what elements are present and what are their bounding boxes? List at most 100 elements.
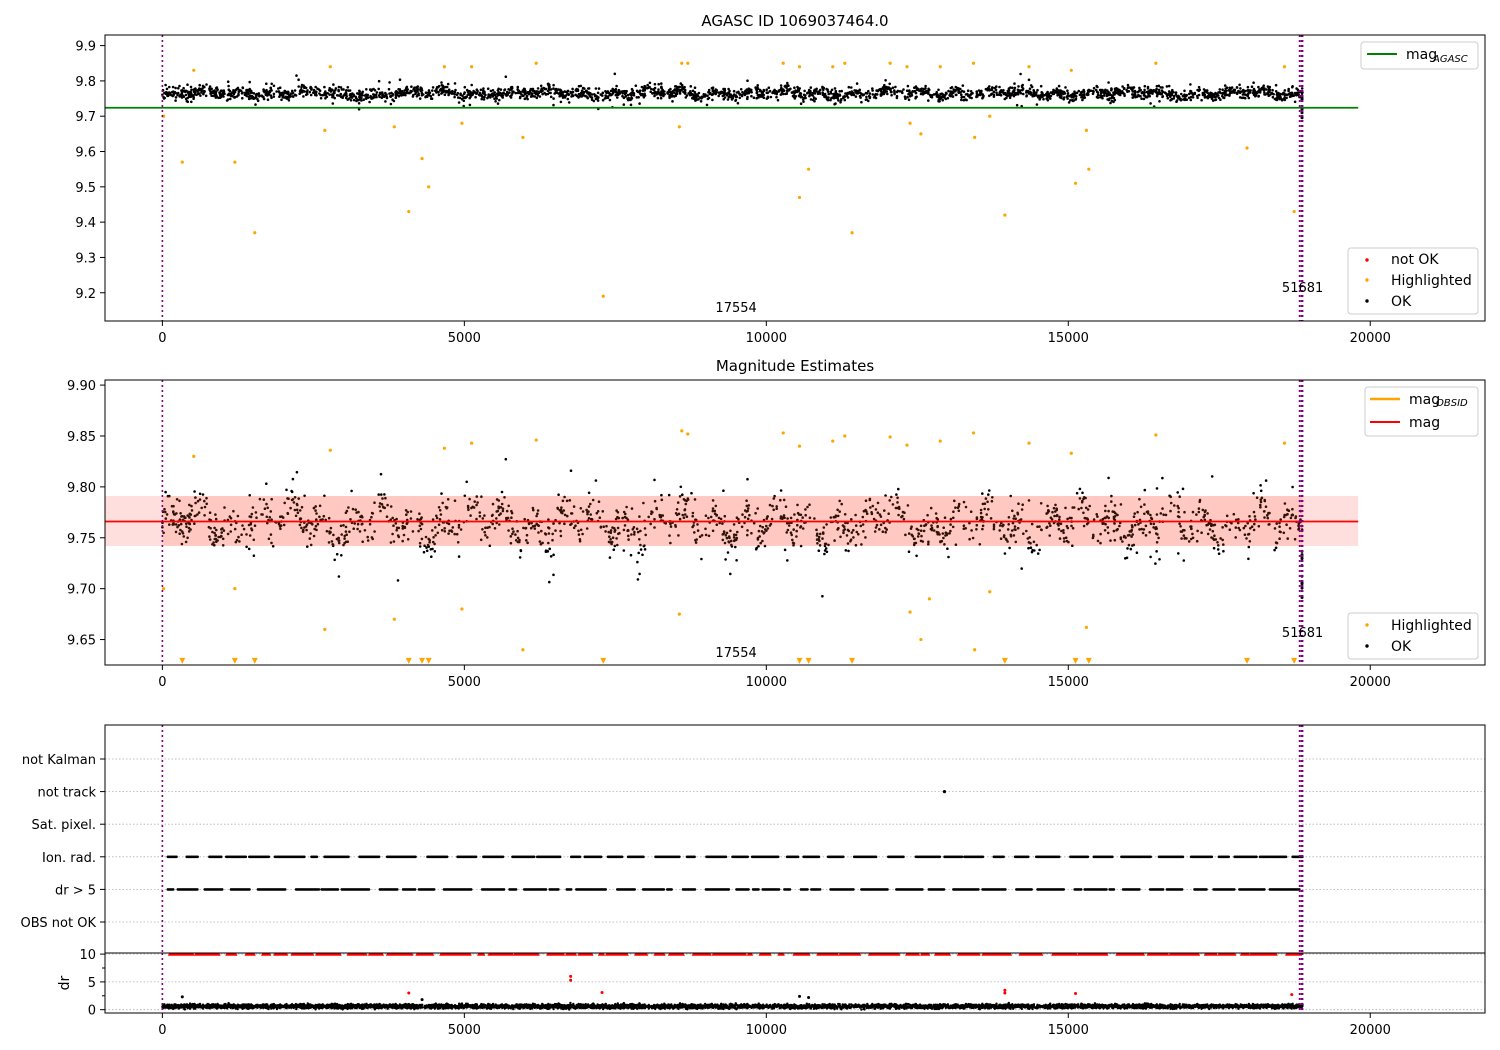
x-tick-label: 10000: [746, 331, 787, 346]
highlighted-point: [253, 231, 257, 235]
estimates-axes-frame: [104, 379, 1486, 666]
dr-outlier-point: [600, 990, 604, 994]
highlighted-point: [938, 65, 942, 69]
y-tick-label: 9.70: [67, 583, 96, 598]
flag-points: [166, 888, 1301, 891]
dr-axes-frame: [104, 952, 1486, 1014]
highlighted-point: [1003, 213, 1007, 217]
agasc-annotations: 17554 51681: [715, 281, 1323, 316]
highlighted-point: [797, 444, 802, 448]
estimates-ticks: 0 5000 10000 15000 20000 9.65 9.70 9.75 9.80 9.85…: [67, 379, 1391, 690]
x-tick-label: 5000: [448, 1023, 481, 1038]
highlighted-point: [971, 431, 976, 435]
category-label: dr > 5: [55, 883, 96, 898]
highlighted-point: [180, 160, 184, 164]
clipped-highlight-marker: [231, 657, 238, 664]
estimates-data-layer: [105, 380, 1359, 665]
agasc-legend-bottom: not OK Highlighted OK: [1347, 247, 1479, 315]
x-tick-label: 20000: [1350, 675, 1391, 690]
highlighted-point: [1245, 146, 1249, 150]
dr-ylabel: dr: [57, 975, 73, 990]
clipped-highlight-marker: [796, 657, 803, 664]
y-tick-label: 9.90: [67, 379, 96, 394]
flag-point: [942, 790, 947, 794]
y-tick-label: 10: [79, 948, 96, 963]
highlighted-point: [323, 128, 327, 132]
clipped-highlight-marker: [849, 657, 856, 664]
estimates-annotations: 17554 51681: [715, 626, 1323, 661]
highlighted-point: [843, 61, 847, 65]
highlighted-point: [192, 68, 196, 72]
x-tick-label: 0: [158, 675, 166, 690]
highlighted-point: [469, 441, 474, 445]
highlighted-point: [534, 438, 538, 442]
x-tick-label: 15000: [1048, 331, 1089, 346]
highlighted-point: [677, 125, 681, 129]
highlighted-point: [328, 448, 332, 452]
estimates-legend-highlighted-label: Highlighted: [1391, 618, 1472, 634]
clipped-highlight-marker: [1244, 657, 1251, 664]
dr-outlier-point: [798, 994, 802, 998]
highlighted-point: [192, 454, 196, 458]
highlighted-point: [1282, 441, 1287, 445]
dr-outlier-point: [569, 974, 573, 978]
highlighted-point: [328, 65, 332, 69]
obsid-label: 51681: [1282, 626, 1323, 641]
highlighted-point: [323, 627, 327, 631]
highlighted-point: [905, 65, 909, 69]
dr-outlier-point: [1074, 992, 1078, 996]
highlighted-point: [831, 439, 835, 443]
clipped-highlight-marker: [425, 657, 432, 664]
x-tick-label: 10000: [746, 1023, 787, 1038]
dr-outlier-point: [180, 995, 184, 999]
highlighted-point: [919, 637, 923, 642]
y-tick-label: 9.85: [67, 430, 96, 445]
highlighted-point: [973, 135, 977, 139]
agasc-legend-highlighted-marker: [1365, 278, 1369, 282]
y-tick-label: 9.65: [67, 634, 96, 649]
agasc-legend-bottom-box: [1347, 247, 1479, 315]
clipped-highlight-marker: [405, 657, 412, 664]
highlighted-point: [1282, 65, 1287, 69]
estimates-legend-highlighted-marker: [1365, 623, 1369, 627]
highlighted-point: [680, 429, 684, 433]
dr-ok-points: [161, 1001, 1304, 1011]
highlighted-point: [971, 61, 976, 65]
category-label: Sat. pixel.: [32, 818, 96, 833]
x-tick-label: 15000: [1048, 675, 1089, 690]
highlighted-point: [927, 597, 931, 601]
agasc-legend-top: mag AGASC: [1360, 41, 1479, 70]
category-label: OBS not OK: [21, 916, 97, 931]
ok-point: [1300, 582, 1304, 586]
highlighted-point: [797, 195, 802, 200]
highlighted-point: [973, 648, 977, 652]
x-tick-label: 20000: [1350, 331, 1391, 346]
highlighted-point: [1087, 167, 1091, 171]
clipped-highlight-marker: [179, 657, 186, 664]
highlighted-point: [850, 231, 854, 235]
agasc-axes-frame: [104, 34, 1486, 322]
highlighted-point: [797, 65, 802, 69]
highlighted-point: [1027, 65, 1031, 69]
clipped-highlight-marker: [1085, 657, 1092, 664]
highlighted-point: [781, 61, 785, 65]
x-tick-label: 10000: [746, 675, 787, 690]
x-tick-label: 0: [158, 1023, 166, 1038]
dr-outlier-point: [1290, 993, 1294, 997]
y-tick-label: 5: [88, 976, 96, 991]
highlighted-point: [521, 135, 525, 139]
highlighted-point: [1154, 433, 1158, 437]
highlighted-point: [392, 617, 396, 621]
clipped-highlight-marker: [600, 657, 607, 664]
dr-outlier-point: [1003, 988, 1007, 992]
agasc-legend-mag-subscript: AGASC: [1432, 54, 1468, 65]
clipped-highlight-marker: [1072, 657, 1079, 664]
category-label: not Kalman: [22, 753, 96, 768]
obsid-label: 17554: [715, 301, 756, 316]
flags-panel: not Kalman not track Sat. pixel. Ion. rad. d…: [21, 724, 1486, 954]
highlighted-point: [233, 160, 237, 164]
highlighted-point: [905, 443, 909, 447]
highlighted-point: [442, 65, 447, 69]
highlighted-point: [407, 209, 411, 214]
